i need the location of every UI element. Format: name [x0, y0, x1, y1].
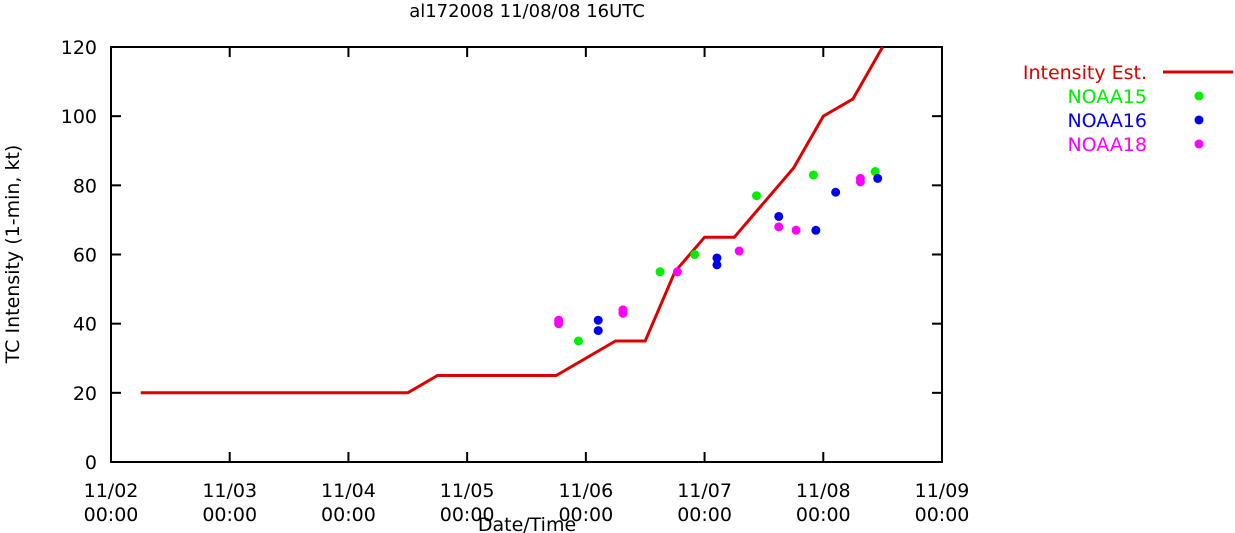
y-tick-label: 0	[85, 452, 97, 474]
plot-series	[140, 46, 884, 395]
noaa18-point	[554, 319, 564, 329]
x-tick-label: 11/09	[915, 480, 970, 502]
legend-dot-swatch	[1194, 139, 1204, 149]
intensity-estimate-line	[140, 46, 884, 395]
x-tick-label: 00:00	[558, 504, 613, 526]
noaa15-point	[655, 267, 665, 277]
y-tick-label: 80	[73, 175, 97, 197]
noaa16-point	[712, 253, 722, 263]
noaa16-point	[712, 260, 722, 270]
y-tick-label: 60	[73, 245, 97, 267]
x-tick-label: 00:00	[677, 504, 732, 526]
noaa15-point	[573, 336, 583, 346]
x-axis-label: Date/Time	[478, 514, 576, 533]
y-tick-label: 120	[61, 37, 97, 59]
x-tick-label: 00:00	[796, 504, 851, 526]
noaa16-point	[593, 326, 603, 336]
noaa16-point	[873, 173, 883, 183]
x-tick-label: 11/06	[558, 480, 613, 502]
x-tick-label: 11/07	[677, 480, 732, 502]
noaa18-point	[672, 267, 682, 277]
noaa15-point	[690, 250, 700, 259]
x-tick-label: 11/03	[202, 480, 257, 502]
x-tick-label: 11/08	[796, 480, 851, 502]
x-tick-label: 11/04	[321, 480, 376, 502]
legend-label-noaa15: NOAA15	[1067, 86, 1147, 108]
x-tick-label: 00:00	[321, 504, 376, 526]
x-tick-label: 00:00	[440, 504, 495, 526]
noaa18-point	[618, 308, 628, 318]
chart-title: al172008 11/08/08 16UTC	[409, 1, 645, 22]
y-tick-label: 100	[61, 106, 97, 128]
x-tick-label: 00:00	[202, 504, 257, 526]
noaa16-point	[831, 187, 841, 197]
legend-dot-swatch	[1194, 91, 1204, 101]
noaa18-point	[855, 177, 865, 187]
noaa18-point	[774, 222, 784, 232]
noaa16-point	[593, 315, 603, 325]
x-tick-label: 00:00	[915, 504, 970, 526]
noaa16-point	[774, 211, 784, 221]
x-tick-label: 00:00	[84, 504, 139, 526]
x-tick-label: 11/02	[84, 480, 139, 502]
y-axis-label: TC Intensity (1-min, kt)	[2, 145, 24, 365]
y-tick-label: 40	[73, 314, 97, 336]
noaa15-point	[870, 167, 880, 176]
legend-label-intensity-est: Intensity Est.	[1023, 62, 1147, 84]
y-tick-label: 20	[73, 383, 97, 405]
legend-label-noaa18: NOAA18	[1067, 134, 1147, 156]
plot-frame	[110, 46, 943, 463]
noaa15-point	[808, 170, 818, 180]
noaa16-point	[811, 225, 821, 235]
noaa15-point	[752, 191, 762, 201]
legend-dot-swatch	[1194, 115, 1204, 125]
noaa18-point	[734, 246, 744, 256]
plot-axes: 02040608010012011/0200:0011/0300:0011/04…	[61, 37, 970, 526]
x-tick-label: 11/05	[440, 480, 495, 502]
legend-label-noaa16: NOAA16	[1067, 110, 1147, 132]
noaa18-point	[791, 225, 801, 235]
